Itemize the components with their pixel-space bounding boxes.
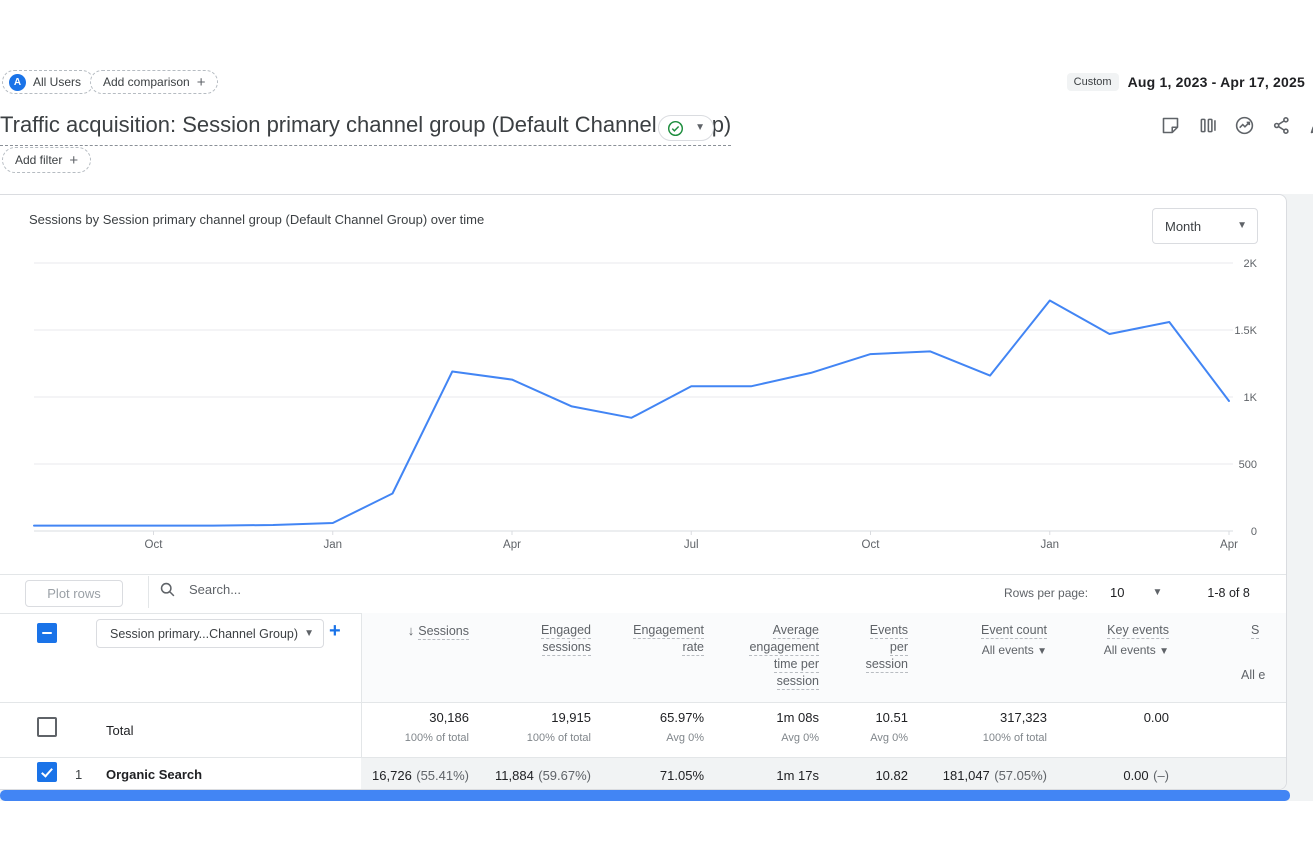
- column-header-key-events[interactable]: Key events All events ▼: [1039, 622, 1169, 659]
- column-header-session-key-event-rate[interactable]: S: [1251, 623, 1260, 639]
- add-comparison-button[interactable]: Add comparison +: [90, 70, 219, 94]
- row-event-count: 181,047 (57.05%): [942, 768, 1047, 783]
- column-header-sessions[interactable]: ↓ Sessions: [407, 623, 469, 640]
- chevron-down-icon: ▼: [1237, 220, 1247, 231]
- notes-icon[interactable]: [1160, 115, 1181, 136]
- chart-cards-icon[interactable]: [1197, 115, 1218, 136]
- audience-avatar-icon: A: [9, 73, 26, 91]
- dimension-metrics-divider: [361, 613, 362, 789]
- granularity-select[interactable]: Month ▼: [1152, 208, 1258, 244]
- svg-text:Jul: Jul: [684, 539, 699, 551]
- svg-text:500: 500: [1239, 459, 1257, 471]
- svg-text:Apr: Apr: [503, 539, 521, 551]
- report-actions: [1160, 115, 1313, 136]
- total-row-top-divider: [0, 702, 1286, 703]
- svg-text:Jan: Jan: [1040, 539, 1059, 551]
- plot-rows-button[interactable]: Plot rows: [25, 580, 123, 607]
- total-engagement-rate: 65.97% Avg 0%: [659, 710, 704, 744]
- svg-text:1K: 1K: [1244, 392, 1258, 404]
- key-events-filter[interactable]: All events ▼: [1103, 643, 1169, 657]
- add-filter-label: Add filter: [15, 153, 63, 167]
- dimension-selector-value: Session primary...Channel Group): [110, 626, 299, 641]
- row-avg-engagement-time: 1m 17s: [776, 768, 819, 783]
- chevron-down-icon: ▼: [1037, 646, 1047, 657]
- share-icon[interactable]: [1271, 115, 1292, 136]
- insights-icon[interactable]: [1234, 115, 1255, 136]
- total-row-checkbox[interactable]: [37, 717, 57, 737]
- rows-per-page-value[interactable]: 10: [1110, 585, 1125, 600]
- column-header-engaged-sessions[interactable]: Engaged sessions: [540, 623, 591, 656]
- page-title: Traffic acquisition: Session primary cha…: [0, 112, 732, 146]
- horizontal-scrollbar[interactable]: [0, 790, 1290, 801]
- row-highlight: [361, 758, 1286, 789]
- session-key-event-rate-filter[interactable]: All e: [1241, 668, 1266, 682]
- chevron-down-icon: ▼: [1159, 646, 1169, 657]
- svg-text:0: 0: [1251, 526, 1257, 538]
- sort-descending-icon: ↓: [407, 623, 415, 638]
- granularity-value: Month: [1165, 218, 1202, 234]
- svg-text:1.5K: 1.5K: [1234, 325, 1257, 337]
- chevron-down-icon: ▼: [304, 627, 314, 639]
- report-card: Sessions by Session primary channel grou…: [0, 194, 1287, 790]
- table-pager: Rows per page: 10 ▼ 1-8 of 8: [1004, 585, 1250, 600]
- date-mode-badge: Custom: [1066, 73, 1119, 91]
- row-index: 1: [75, 767, 83, 782]
- total-avg-engagement-time: 1m 08s Avg 0%: [776, 710, 819, 744]
- plus-icon: +: [196, 73, 206, 91]
- plus-icon: +: [69, 151, 79, 169]
- row-events-per-session: 10.82: [875, 768, 908, 783]
- date-range-picker[interactable]: Custom Aug 1, 2023 - Apr 17, 2025: [1066, 71, 1305, 93]
- total-engaged-sessions: 19,915 100% of total: [526, 710, 591, 744]
- table-search[interactable]: [159, 581, 411, 598]
- checkmark-circle-icon: [667, 120, 684, 136]
- report-status-menu[interactable]: ▼: [658, 115, 714, 141]
- svg-text:Jan: Jan: [323, 539, 342, 551]
- chevron-down-icon: ▼: [695, 122, 705, 133]
- column-header-events-per-session[interactable]: Events per session: [865, 623, 908, 673]
- all-users-label: All Users: [33, 75, 82, 89]
- dimension-selector[interactable]: Session primary...Channel Group) ▼: [96, 619, 324, 648]
- pagination-range: 1-8 of 8: [1207, 585, 1250, 600]
- total-events-per-session: 10.51 Avg 0%: [870, 710, 908, 744]
- total-key-events: 0.00: [1143, 710, 1169, 725]
- column-header-engagement-rate[interactable]: Engagement rate: [633, 623, 704, 656]
- total-sessions: 30,186 100% of total: [404, 710, 469, 744]
- controls-divider: [148, 576, 149, 608]
- total-row-bottom-divider: [0, 757, 1286, 758]
- row-engaged-sessions: 11,884 (59.67%): [495, 768, 591, 783]
- svg-text:Oct: Oct: [862, 539, 881, 551]
- svg-text:Apr: Apr: [1220, 539, 1238, 551]
- select-all-checkbox[interactable]: [37, 623, 57, 643]
- all-users-chip[interactable]: A All Users: [2, 70, 95, 94]
- chevron-down-icon[interactable]: ▼: [1152, 586, 1163, 598]
- metrics-header-background: [361, 613, 1286, 702]
- event-count-filter[interactable]: All events ▼: [981, 643, 1047, 657]
- column-header-avg-engagement-time[interactable]: Average engagement time per session: [749, 623, 819, 690]
- row-channel-name[interactable]: Organic Search: [106, 767, 203, 782]
- section-divider: [0, 574, 1286, 575]
- column-header-event-count[interactable]: Event count All events ▼: [917, 622, 1047, 659]
- edit-icon[interactable]: [1308, 115, 1313, 136]
- rows-per-page-label: Rows per page:: [1004, 585, 1089, 600]
- total-row-label: Total: [106, 723, 134, 738]
- search-icon: [160, 582, 175, 597]
- sessions-line-chart[interactable]: 0 500 1K 1.5K 2K Oct Jan Apr Jul Oct Jan Apr: [1, 251, 1287, 561]
- row-engagement-rate: 71.05%: [659, 768, 704, 783]
- chart-title: Sessions by Session primary channel grou…: [29, 212, 485, 227]
- add-comparison-label: Add comparison: [103, 75, 190, 89]
- row-key-events: 0.00 (–): [1123, 768, 1169, 783]
- svg-text:2K: 2K: [1244, 258, 1258, 270]
- row-checkbox[interactable]: [37, 762, 57, 782]
- search-input[interactable]: [187, 581, 411, 598]
- total-event-count: 317,323 100% of total: [982, 710, 1047, 744]
- row-sessions: 16,726 (55.41%): [372, 768, 469, 783]
- add-filter-button[interactable]: Add filter +: [2, 147, 92, 173]
- add-dimension-button[interactable]: +: [329, 620, 341, 642]
- svg-text:Oct: Oct: [145, 539, 164, 551]
- date-range-text: Aug 1, 2023 - Apr 17, 2025: [1127, 74, 1305, 90]
